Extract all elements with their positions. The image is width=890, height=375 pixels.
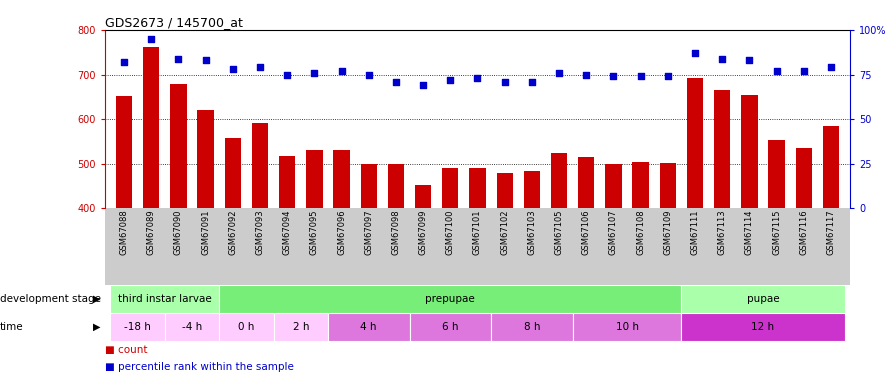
Point bbox=[226, 66, 240, 72]
Text: ▶: ▶ bbox=[93, 322, 101, 332]
Point bbox=[471, 75, 485, 81]
Bar bbox=[497, 173, 513, 208]
Bar bbox=[219, 313, 273, 341]
Point bbox=[416, 82, 430, 88]
Text: pupae: pupae bbox=[747, 294, 780, 304]
Text: 4 h: 4 h bbox=[360, 322, 377, 332]
Text: GDS2673 / 145700_at: GDS2673 / 145700_at bbox=[105, 16, 243, 29]
Bar bbox=[491, 313, 572, 341]
Point bbox=[824, 64, 838, 70]
Text: ▶: ▶ bbox=[93, 294, 101, 304]
Bar bbox=[273, 313, 328, 341]
Point bbox=[715, 56, 729, 62]
Bar bbox=[523, 171, 540, 208]
Bar bbox=[687, 78, 703, 208]
Point bbox=[253, 64, 267, 70]
Bar bbox=[415, 184, 432, 208]
Bar bbox=[682, 285, 845, 313]
Bar bbox=[198, 110, 214, 208]
Point bbox=[171, 56, 185, 62]
Text: ■ count: ■ count bbox=[105, 345, 148, 355]
Point bbox=[443, 77, 457, 83]
Point bbox=[389, 79, 403, 85]
Bar bbox=[578, 157, 595, 208]
Bar bbox=[659, 163, 676, 208]
Bar bbox=[110, 313, 165, 341]
Bar bbox=[741, 94, 757, 208]
Text: 10 h: 10 h bbox=[616, 322, 638, 332]
Point bbox=[198, 57, 213, 63]
Bar bbox=[360, 164, 376, 208]
Text: third instar larvae: third instar larvae bbox=[118, 294, 212, 304]
Bar bbox=[219, 285, 682, 313]
Bar bbox=[682, 313, 845, 341]
Point bbox=[579, 72, 594, 78]
Text: 12 h: 12 h bbox=[751, 322, 774, 332]
Text: 0 h: 0 h bbox=[239, 322, 255, 332]
Text: development stage: development stage bbox=[0, 294, 101, 304]
Text: prepupae: prepupae bbox=[425, 294, 475, 304]
Point bbox=[742, 57, 756, 63]
Bar bbox=[714, 90, 731, 208]
Bar bbox=[796, 148, 812, 208]
Point bbox=[280, 72, 295, 78]
Bar bbox=[572, 313, 682, 341]
Bar bbox=[551, 153, 567, 208]
Point bbox=[498, 79, 512, 85]
Point bbox=[525, 79, 539, 85]
Bar bbox=[116, 96, 133, 208]
Point bbox=[361, 72, 376, 78]
Bar bbox=[334, 150, 350, 208]
Text: time: time bbox=[0, 322, 24, 332]
Point bbox=[335, 68, 349, 74]
Point bbox=[634, 74, 648, 80]
Bar bbox=[306, 150, 322, 208]
Bar bbox=[165, 313, 219, 341]
Bar bbox=[605, 164, 621, 208]
Bar bbox=[170, 84, 187, 208]
Point bbox=[552, 70, 566, 76]
Bar bbox=[822, 126, 839, 208]
Bar bbox=[143, 47, 159, 208]
Bar bbox=[388, 164, 404, 208]
Point bbox=[770, 68, 784, 74]
Point bbox=[660, 74, 675, 80]
Bar bbox=[110, 285, 219, 313]
Bar bbox=[633, 162, 649, 208]
Point bbox=[117, 59, 131, 65]
Bar bbox=[252, 123, 268, 208]
Text: 6 h: 6 h bbox=[442, 322, 458, 332]
Point bbox=[307, 70, 321, 76]
Point bbox=[606, 74, 620, 80]
Bar bbox=[224, 138, 241, 208]
Text: 8 h: 8 h bbox=[523, 322, 540, 332]
Text: 2 h: 2 h bbox=[293, 322, 309, 332]
Bar bbox=[768, 140, 785, 208]
Bar bbox=[409, 313, 491, 341]
Point bbox=[144, 36, 158, 42]
Bar bbox=[328, 313, 409, 341]
Text: ■ percentile rank within the sample: ■ percentile rank within the sample bbox=[105, 362, 294, 372]
Text: -18 h: -18 h bbox=[125, 322, 151, 332]
Bar bbox=[279, 156, 295, 208]
Point bbox=[797, 68, 811, 74]
Bar bbox=[442, 168, 458, 208]
Bar bbox=[469, 168, 486, 208]
Point bbox=[688, 50, 702, 56]
Text: -4 h: -4 h bbox=[182, 322, 202, 332]
